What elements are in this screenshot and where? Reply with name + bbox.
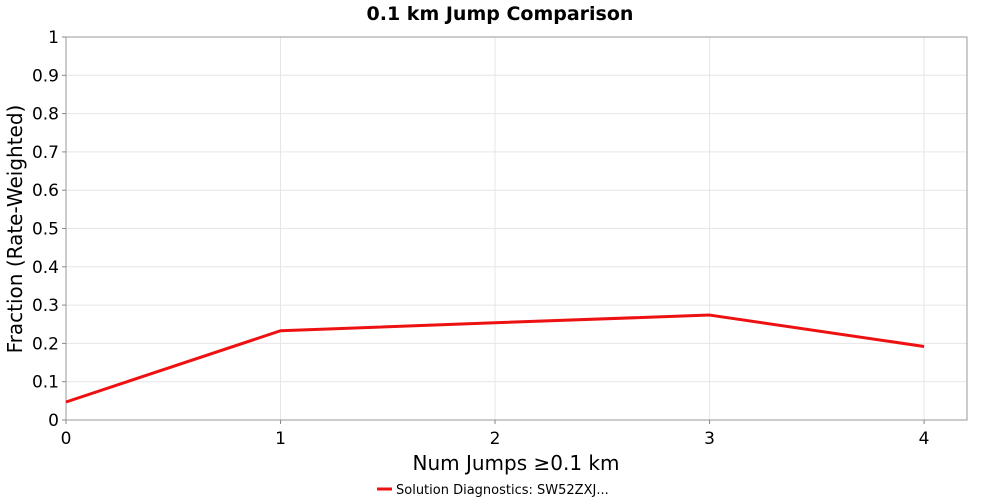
y-tick-label: 0.7 (32, 143, 59, 163)
y-axis-label: Fraction (Rate-Weighted) (3, 105, 27, 354)
y-tick-label: 0.1 (32, 373, 59, 393)
y-tick-label: 0.8 (32, 105, 59, 125)
y-tick-label: 1 (48, 28, 59, 48)
axis-ticks: 0 0.1 0.2 0.3 0.4 0.5 0.6 0.7 0.8 0.9 1 0 1 2 3 4 (32, 28, 930, 449)
x-tick-label: 0 (61, 429, 72, 449)
y-tick-label: 0.2 (32, 334, 59, 354)
y-tick-label: 0.5 (32, 220, 59, 240)
y-tick-label: 0.3 (32, 296, 59, 316)
grid (65, 36, 967, 421)
legend-label: Solution Diagnostics: SW52ZXJ... (396, 483, 609, 498)
x-axis-label: Num Jumps ≥0.1 km (413, 451, 620, 475)
x-tick-label: 2 (490, 429, 501, 449)
x-tick-label: 4 (919, 429, 930, 449)
y-tick-label: 0 (48, 411, 59, 431)
legend: Solution Diagnostics: SW52ZXJ... (377, 483, 609, 498)
chart-title: 0.1 km Jump Comparison (367, 3, 634, 25)
y-tick-label: 0.6 (32, 181, 59, 201)
x-tick-label: 3 (704, 429, 715, 449)
series-layer (65, 313, 925, 404)
y-tick-label: 0.9 (32, 66, 59, 86)
x-tick-label: 1 (275, 429, 286, 449)
y-tick-label: 0.4 (32, 258, 59, 278)
